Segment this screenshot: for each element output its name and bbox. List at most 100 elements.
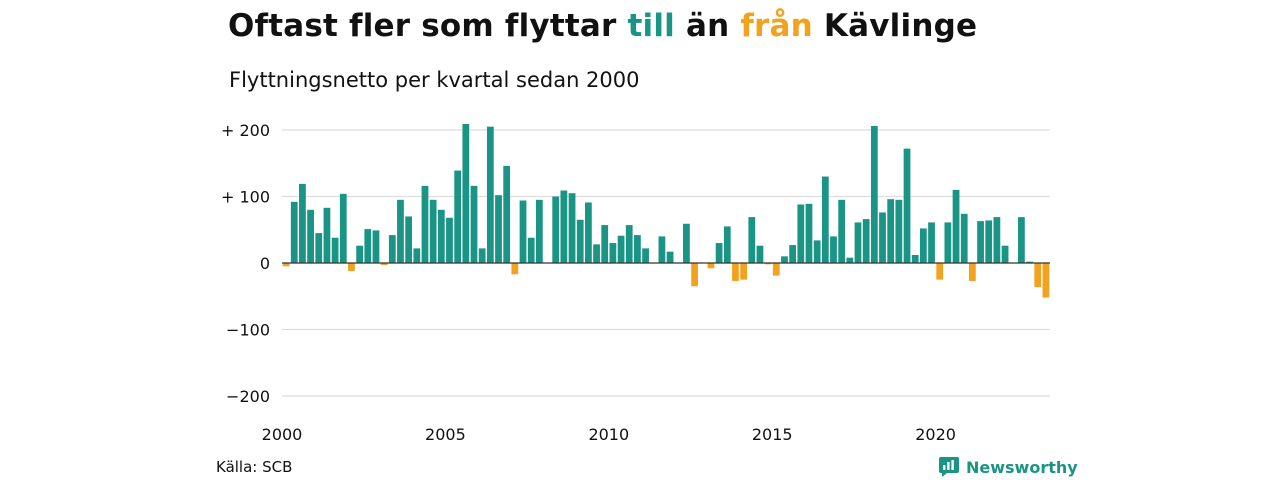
bar bbox=[519, 200, 527, 263]
chart-title: Oftast fler som flyttar till än från Käv… bbox=[228, 8, 977, 44]
bar bbox=[478, 248, 486, 263]
bar-chart: + 200 + 100 0 −100 −200 2000 2005 2010 2015 2020 bbox=[221, 121, 1050, 444]
bar bbox=[290, 201, 298, 263]
bar bbox=[764, 263, 772, 265]
title-word-fran: från bbox=[740, 8, 813, 44]
bar bbox=[511, 263, 519, 275]
bar bbox=[879, 212, 886, 263]
bar bbox=[560, 190, 568, 263]
bar bbox=[781, 256, 788, 263]
x-tick-label: 2005 bbox=[425, 425, 466, 444]
bar bbox=[707, 263, 715, 269]
bar bbox=[552, 196, 560, 263]
bar bbox=[870, 126, 878, 263]
bar bbox=[887, 199, 895, 263]
bar bbox=[666, 251, 674, 263]
bar bbox=[952, 189, 960, 263]
bar bbox=[437, 209, 445, 263]
bar bbox=[421, 185, 429, 263]
bar bbox=[405, 216, 413, 263]
bar bbox=[388, 235, 396, 263]
title-word-till: till bbox=[627, 8, 675, 44]
bar bbox=[797, 204, 805, 263]
bar bbox=[691, 263, 698, 287]
bar bbox=[993, 217, 1001, 263]
source-note: Källa: SCB bbox=[216, 458, 293, 476]
bar bbox=[813, 240, 821, 263]
bar bbox=[1042, 263, 1050, 298]
bar bbox=[364, 229, 372, 263]
bar bbox=[862, 219, 870, 263]
x-tick-label: 2020 bbox=[915, 425, 956, 444]
y-tick-label: + 100 bbox=[221, 188, 270, 207]
bar bbox=[315, 233, 323, 263]
newsworthy-logo-icon bbox=[939, 457, 959, 477]
bar bbox=[895, 199, 903, 263]
bar bbox=[985, 220, 993, 263]
bar bbox=[593, 244, 600, 263]
bar bbox=[944, 222, 952, 263]
bar bbox=[968, 263, 976, 281]
bar bbox=[789, 245, 797, 263]
bar bbox=[715, 243, 723, 263]
bar bbox=[634, 235, 641, 263]
bar bbox=[1026, 261, 1033, 263]
bar bbox=[413, 248, 421, 263]
bar bbox=[601, 225, 609, 263]
bar bbox=[740, 263, 748, 280]
bar bbox=[625, 225, 633, 263]
bar bbox=[609, 243, 617, 263]
bar bbox=[805, 203, 813, 263]
bar bbox=[429, 199, 437, 263]
bar bbox=[576, 219, 584, 263]
bar bbox=[299, 183, 306, 263]
bar bbox=[470, 185, 478, 263]
bar bbox=[331, 237, 339, 263]
bar bbox=[683, 223, 690, 263]
bar bbox=[584, 202, 592, 263]
y-tick-label: −200 bbox=[226, 387, 270, 406]
x-tick-label: 2000 bbox=[262, 425, 303, 444]
bar bbox=[527, 237, 535, 263]
bar bbox=[397, 199, 404, 263]
bar bbox=[323, 207, 331, 263]
bar bbox=[1001, 245, 1009, 263]
x-tick-label: 2015 bbox=[752, 425, 793, 444]
bar bbox=[1018, 217, 1025, 263]
y-tick-label: 0 bbox=[260, 254, 270, 273]
y-tick-label: + 200 bbox=[221, 121, 270, 140]
bar bbox=[846, 257, 854, 263]
bar bbox=[454, 170, 462, 263]
bar bbox=[732, 263, 739, 281]
title-part1: Oftast fler som flyttar bbox=[228, 8, 628, 44]
bar bbox=[568, 193, 576, 263]
bar bbox=[462, 124, 470, 263]
bar bbox=[339, 193, 347, 263]
bar bbox=[282, 263, 290, 267]
bar bbox=[936, 263, 944, 280]
bar bbox=[838, 199, 846, 263]
title-part3: Kävlinge bbox=[812, 8, 978, 44]
bar bbox=[348, 263, 355, 271]
bar bbox=[821, 176, 829, 263]
title-part2: än bbox=[674, 8, 741, 44]
bar bbox=[380, 263, 388, 265]
bar bbox=[372, 230, 380, 263]
bar bbox=[723, 226, 731, 263]
bar bbox=[911, 255, 919, 263]
bar bbox=[928, 222, 935, 263]
bar bbox=[854, 222, 862, 263]
bar bbox=[748, 217, 756, 263]
bar bbox=[756, 245, 764, 263]
bar bbox=[772, 263, 780, 276]
bar bbox=[1034, 263, 1042, 287]
bar bbox=[903, 148, 911, 263]
brand-name: Newsworthy bbox=[966, 457, 1078, 477]
brand-logo: Newsworthy bbox=[938, 456, 1078, 478]
bar bbox=[658, 236, 666, 263]
bar bbox=[830, 236, 837, 263]
bar bbox=[919, 228, 927, 263]
y-tick-label: −100 bbox=[226, 321, 270, 340]
bar bbox=[307, 209, 314, 263]
bar bbox=[535, 199, 543, 263]
